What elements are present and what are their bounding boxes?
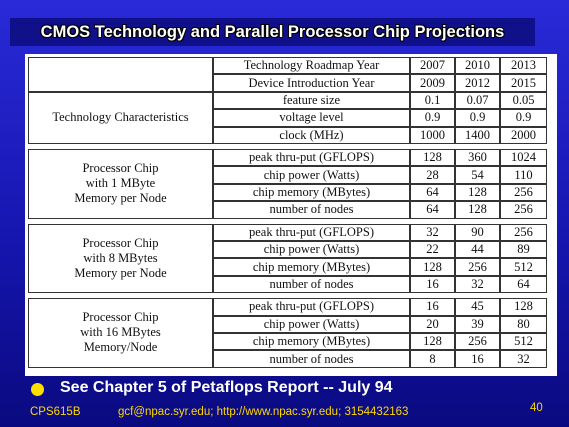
row-value: 1024 [500,149,547,167]
slide-title: CMOS Technology and Parallel Processor C… [10,18,535,46]
row-value: 45 [455,298,500,316]
row-value: 128 [410,258,455,276]
row-value: 80 [500,315,547,333]
group-label-line: Processor Chip [82,161,159,176]
row-label: chip power (Watts) [213,241,410,259]
row-value: 2000 [500,126,547,144]
bullet-icon [31,383,44,396]
row-label: chip memory (MBytes) [213,258,410,276]
row-value: 128 [455,183,500,202]
row-value: 16 [410,275,455,294]
header-year: 2007 [410,57,455,75]
row-value: 39 [455,315,500,333]
row-value: 54 [455,166,500,184]
group-label-line: with 16 MBytes [80,325,161,340]
projection-table: Technology Roadmap Year 2007 2010 2013 Devic… [25,54,557,376]
row-value: 32 [500,350,547,368]
row-value: 90 [455,223,500,241]
group-label-line: Memory per Node [74,265,167,280]
row-value: 16 [410,298,455,316]
row-label: peak thru-put (GFLOPS) [213,298,410,316]
course-code: CPS615B [30,406,81,418]
page-number: 40 [530,402,543,414]
header-year: 2013 [500,57,547,75]
row-value: 128 [455,201,500,219]
group-label-line: Processor Chip [82,235,159,250]
row-value: 128 [410,149,455,167]
row-value: 64 [500,275,547,294]
row-label: voltage level [213,109,410,127]
group-label-line: Technology Characteristics [52,110,189,125]
row-value: 256 [500,201,547,219]
row-value: 1000 [410,126,455,144]
row-value: 89 [500,241,547,259]
row-label: feature size [213,91,410,110]
row-label: number of nodes [213,350,410,368]
row-label: peak thru-put (GFLOPS) [213,223,410,241]
row-value: 22 [410,241,455,259]
row-label: clock (MHz) [213,126,410,144]
row-value: 512 [500,258,547,276]
row-value: 128 [410,333,455,351]
row-label: chip power (Watts) [213,166,410,184]
header-year: 2012 [455,74,500,92]
header-year: 2010 [455,57,500,75]
row-value: 8 [410,350,455,368]
row-value: 0.07 [455,91,500,110]
row-value: 0.05 [500,91,547,110]
row-value: 256 [500,183,547,202]
bullet-text: See Chapter 5 of Petaflops Report -- Jul… [60,379,393,396]
row-label: chip memory (MBytes) [213,183,410,202]
group-label-line: Memory per Node [74,191,167,206]
header-label: Technology Roadmap Year [213,57,410,75]
header-year: 2009 [410,74,455,92]
contact-info: gcf@npac.syr.edu; http://www.npac.syr.ed… [118,406,409,418]
group-label: Processor Chip with 8 MBytes Memory per No… [28,223,213,294]
row-label: number of nodes [213,275,410,294]
row-value: 20 [410,315,455,333]
row-value: 64 [410,201,455,219]
header-label: Device Introduction Year [213,74,410,92]
row-value: 512 [500,333,547,351]
group-label-line: Memory/Node [83,340,158,355]
group-label: Processor Chip with 16 MBytes Memory/Node [28,298,213,368]
group-label-line: with 1 MByte [85,176,156,191]
row-value: 128 [500,298,547,316]
group-label: Technology Characteristics [28,91,213,144]
row-value: 0.9 [500,109,547,127]
header-blank [28,57,213,92]
row-label: chip power (Watts) [213,315,410,333]
row-value: 32 [410,223,455,241]
row-label: chip memory (MBytes) [213,333,410,351]
row-value: 28 [410,166,455,184]
row-value: 1400 [455,126,500,144]
row-value: 32 [455,275,500,294]
row-value: 256 [455,333,500,351]
row-value: 16 [455,350,500,368]
group-label: Processor Chip with 1 MByte Memory per Nod… [28,149,213,219]
row-value: 360 [455,149,500,167]
group-label-line: with 8 MBytes [83,250,158,265]
row-value: 110 [500,166,547,184]
row-value: 64 [410,183,455,202]
row-label: peak thru-put (GFLOPS) [213,149,410,167]
row-label: number of nodes [213,201,410,219]
row-value: 0.1 [410,91,455,110]
header-year: 2015 [500,74,547,92]
group-label-line: Processor Chip [82,310,159,325]
row-value: 256 [455,258,500,276]
row-value: 44 [455,241,500,259]
row-value: 256 [500,223,547,241]
row-value: 0.9 [410,109,455,127]
row-value: 0.9 [455,109,500,127]
